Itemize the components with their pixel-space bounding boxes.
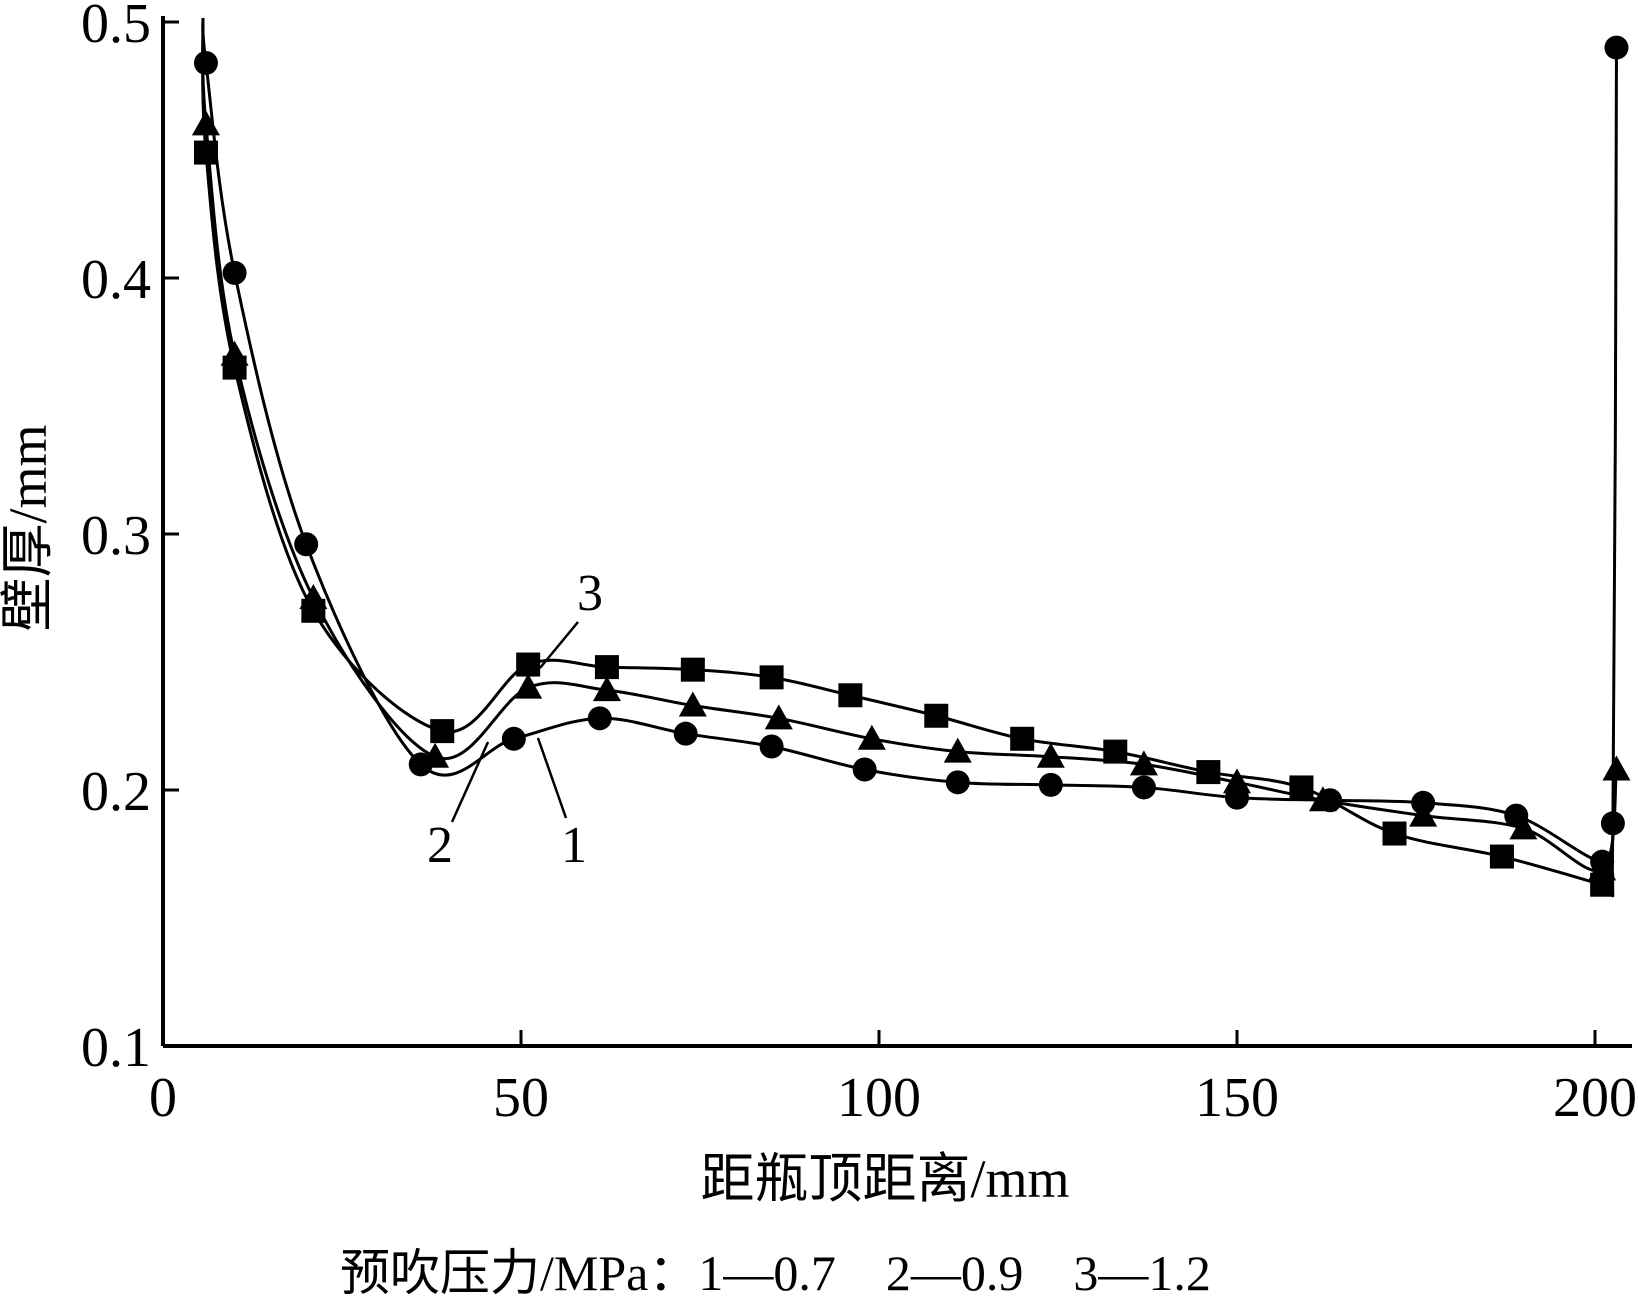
series-2-point [943, 737, 972, 763]
series-2-point [857, 724, 886, 750]
series-3-point [1103, 739, 1128, 764]
series-3-point [516, 652, 541, 677]
axes: 0 50 100 150 200 0.1 0.2 0.3 0.4 0.5 [81, 0, 1637, 1129]
curve-label-leader [450, 741, 490, 823]
series-2-point [1036, 742, 1065, 768]
y-tick-label: 0.1 [81, 1017, 151, 1079]
series-2-point [678, 691, 707, 717]
curve-labels: 3 2 1 [427, 565, 603, 874]
series-2-point [191, 110, 220, 136]
y-tick-label: 0.3 [81, 505, 151, 567]
markers [191, 35, 1631, 897]
series-2-point [421, 742, 450, 768]
y-axis-label: 壁厚/mm [0, 424, 58, 631]
series-3-point [1590, 872, 1615, 897]
series-3-point [193, 140, 218, 165]
series-2-point [1409, 801, 1438, 827]
series-1-point [759, 734, 784, 759]
series-1-point [852, 757, 877, 782]
series-3-point [1196, 760, 1221, 785]
series-3-point [838, 683, 863, 708]
series-1-point [1038, 772, 1063, 797]
series-1-point [193, 50, 218, 75]
series-2-point [764, 704, 793, 730]
series-3-point [1289, 775, 1314, 800]
y-tick-label: 0.4 [81, 249, 151, 311]
series-3-point [1010, 726, 1035, 751]
legend-caption: 预吹压力/MPa：1—0.7 2—0.9 3—1.2 [340, 1245, 1211, 1301]
series-2-point [1602, 755, 1631, 781]
series-2-point [514, 673, 543, 699]
series-1-point [945, 770, 970, 795]
series-3-point [924, 703, 949, 728]
x-tick-label: 150 [1195, 1067, 1279, 1129]
series-3-point [1489, 844, 1514, 869]
curve-label: 3 [577, 565, 603, 622]
y-tick-label: 0.2 [81, 761, 151, 823]
x-tick-label: 200 [1553, 1067, 1637, 1129]
series-2-point [1223, 768, 1251, 794]
series-1-point [1600, 811, 1625, 836]
series-3-point [680, 657, 705, 682]
series-3-point [759, 665, 784, 690]
curve-label-leader [539, 621, 579, 669]
series-3-point [222, 355, 247, 380]
curve-label: 2 [427, 817, 453, 874]
series-1-point [587, 706, 612, 731]
series-1-point [222, 260, 247, 285]
series-2-line [201, 17, 1618, 873]
series-1-point [673, 721, 698, 746]
x-tick-label: 0 [149, 1067, 177, 1129]
x-axis-label: 距瓶顶距离/mm [700, 1149, 1069, 1209]
x-tick-label: 100 [837, 1067, 921, 1129]
curve-label: 1 [561, 817, 587, 874]
series-1-point [1604, 35, 1629, 60]
series-3-point [1382, 821, 1407, 846]
series-1-point [501, 726, 526, 751]
series-3-point [430, 719, 455, 744]
series-2-point [592, 676, 621, 702]
series-2-point [1129, 750, 1158, 776]
curve-label-leader [536, 737, 568, 819]
y-tick-label: 0.5 [81, 0, 151, 55]
series-2-point [1308, 786, 1337, 812]
series-3-point [594, 655, 619, 680]
series-1-point [1131, 775, 1156, 800]
x-tick-label: 50 [493, 1067, 549, 1129]
series-2-point [1509, 814, 1538, 840]
series-3-point [301, 598, 326, 623]
series-1-point [294, 532, 319, 557]
